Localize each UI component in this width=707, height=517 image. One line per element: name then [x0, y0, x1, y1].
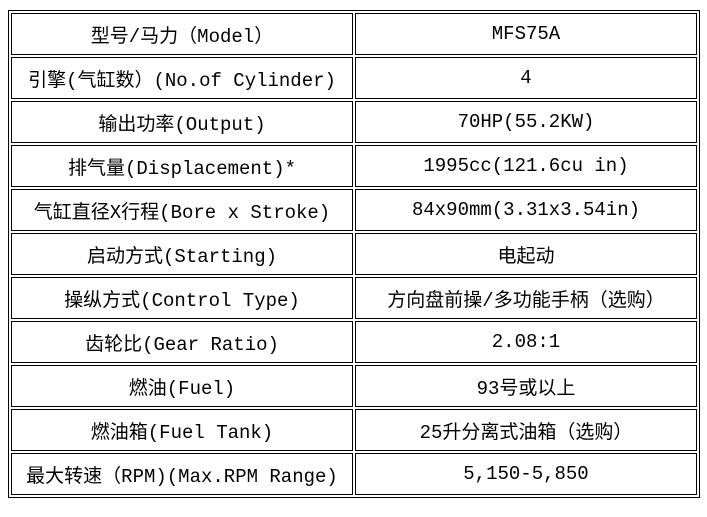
spec-value-cell: 70HP(55.2KW) — [355, 101, 697, 143]
specs-table: 型号/马力（Model） MFS75A 引擎(气缸数）(No.of Cylind… — [8, 10, 700, 498]
spec-label-cell: 输出功率(Output) — [11, 101, 353, 143]
table-row: 燃油箱(Fuel Tank) 25升分离式油箱（选购） — [11, 409, 697, 451]
spec-label-cell: 燃油(Fuel) — [11, 365, 353, 407]
table-row: 操纵方式(Control Type) 方向盘前操/多功能手柄（选购） — [11, 277, 697, 319]
spec-value-cell: 84x90mm(3.31x3.54in) — [355, 189, 697, 231]
spec-value-cell: 4 — [355, 57, 697, 99]
spec-label-cell: 排气量(Displacement)* — [11, 145, 353, 187]
spec-label-cell: 最大转速（RPM)(Max.RPM Range) — [11, 453, 353, 495]
table-row: 输出功率(Output) 70HP(55.2KW) — [11, 101, 697, 143]
spec-label-cell: 引擎(气缸数）(No.of Cylinder) — [11, 57, 353, 99]
table-row: 气缸直径X行程(Bore x Stroke) 84x90mm(3.31x3.54… — [11, 189, 697, 231]
table-row: 燃油(Fuel) 93号或以上 — [11, 365, 697, 407]
spec-value-cell: 1995cc(121.6cu in) — [355, 145, 697, 187]
spec-value-cell: 2.08:1 — [355, 321, 697, 363]
spec-value-cell: 93号或以上 — [355, 365, 697, 407]
table-row: 排气量(Displacement)* 1995cc(121.6cu in) — [11, 145, 697, 187]
spec-value-cell: 方向盘前操/多功能手柄（选购） — [355, 277, 697, 319]
spec-label-cell: 操纵方式(Control Type) — [11, 277, 353, 319]
spec-label-cell: 齿轮比(Gear Ratio) — [11, 321, 353, 363]
spec-value-cell: 电起动 — [355, 233, 697, 275]
spec-table: 型号/马力（Model） MFS75A 引擎(气缸数）(No.of Cylind… — [8, 10, 700, 498]
table-row: 引擎(气缸数）(No.of Cylinder) 4 — [11, 57, 697, 99]
table-row: 齿轮比(Gear Ratio) 2.08:1 — [11, 321, 697, 363]
spec-label-cell: 气缸直径X行程(Bore x Stroke) — [11, 189, 353, 231]
spec-value-cell: 5,150-5,850 — [355, 453, 697, 495]
spec-value-cell: MFS75A — [355, 13, 697, 55]
table-row: 最大转速（RPM)(Max.RPM Range) 5,150-5,850 — [11, 453, 697, 495]
table-row: 启动方式(Starting) 电起动 — [11, 233, 697, 275]
spec-label-cell: 燃油箱(Fuel Tank) — [11, 409, 353, 451]
spec-value-cell: 25升分离式油箱（选购） — [355, 409, 697, 451]
table-row: 型号/马力（Model） MFS75A — [11, 13, 697, 55]
spec-label-cell: 启动方式(Starting) — [11, 233, 353, 275]
spec-label-cell: 型号/马力（Model） — [11, 13, 353, 55]
